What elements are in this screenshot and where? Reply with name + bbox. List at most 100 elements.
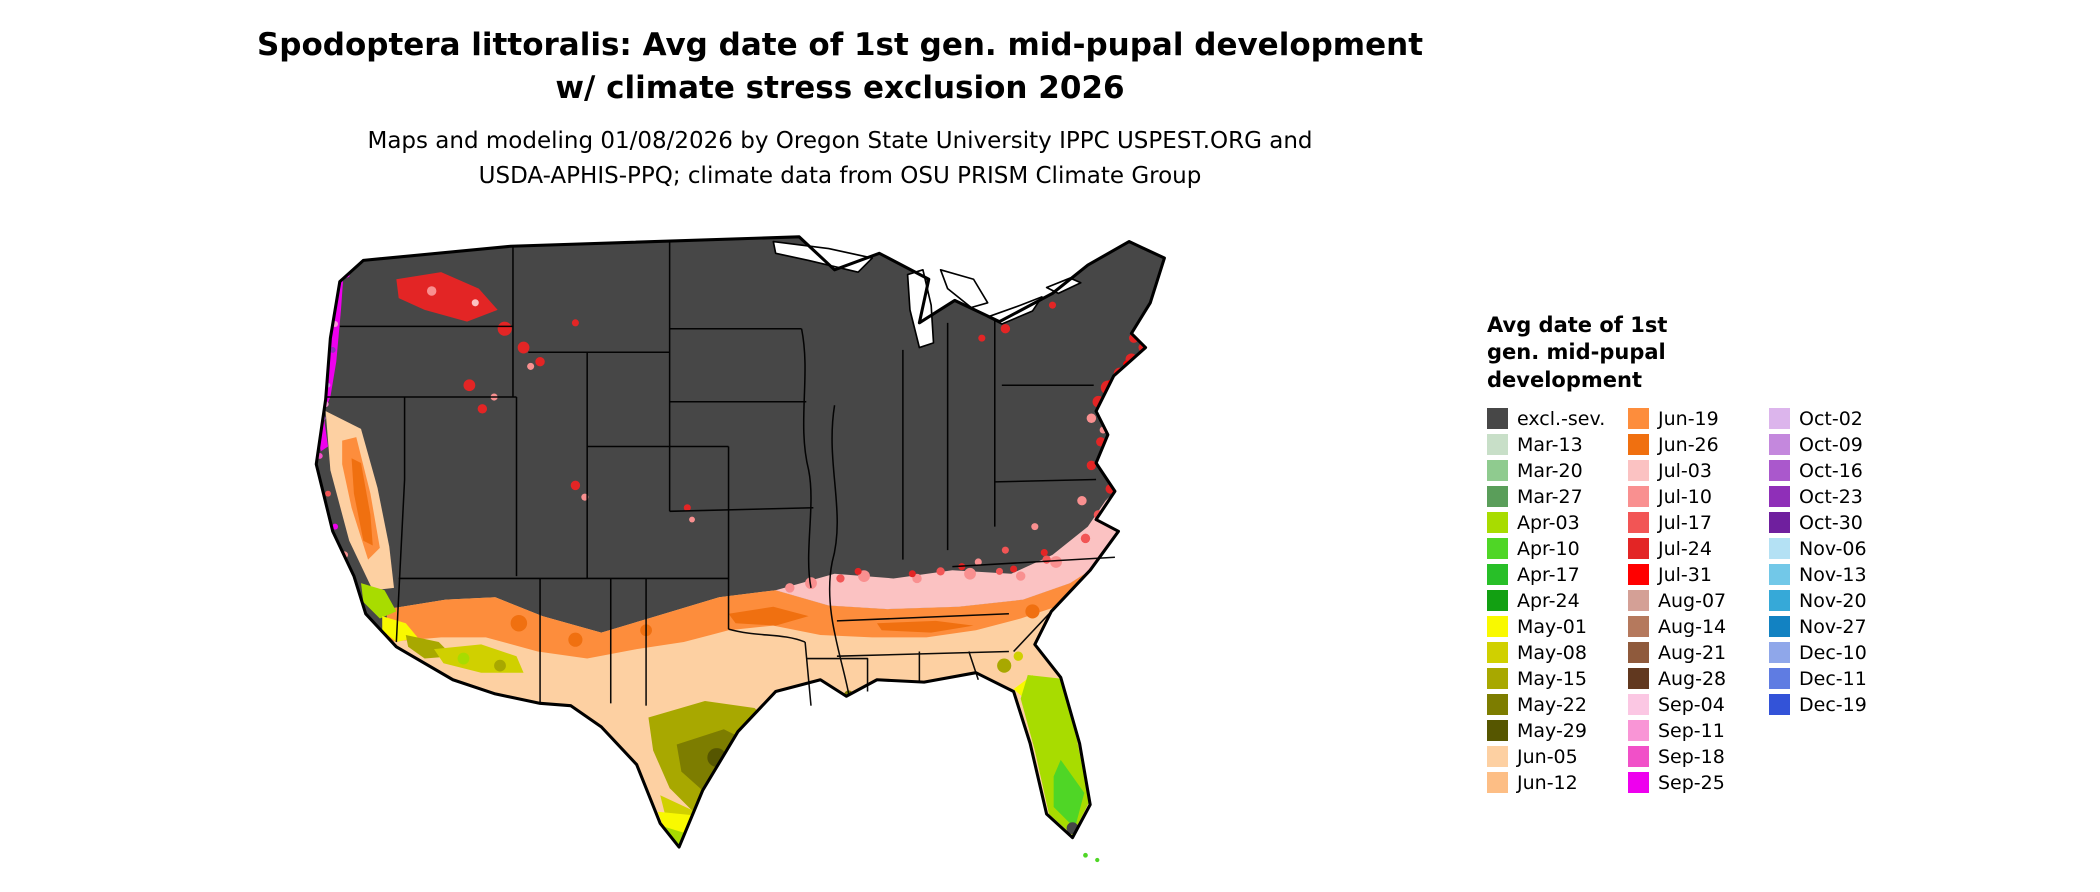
map-graphic bbox=[1042, 555, 1051, 564]
legend-label: Sep-04 bbox=[1658, 693, 1725, 716]
map-fill-layers bbox=[316, 236, 1165, 848]
legend-item: Aug-21 bbox=[1628, 640, 1769, 666]
map-graphic bbox=[382, 616, 418, 643]
legend-swatch bbox=[1628, 460, 1649, 482]
state-borders bbox=[325, 240, 1115, 706]
legend-column-2: Jun-19 Jun-26 Jul-03 Jul-10 Jul-17 Jul-24 Jul-… bbox=[1628, 406, 1769, 796]
map-region-arizona bbox=[434, 644, 524, 673]
map-graphic bbox=[568, 632, 583, 647]
map-graphic bbox=[351, 458, 373, 546]
map-graphic bbox=[1086, 413, 1097, 423]
legend-item: Nov-06 bbox=[1769, 536, 1910, 562]
legend-label: Aug-07 bbox=[1658, 589, 1727, 612]
legend-swatch bbox=[1769, 512, 1790, 534]
legend-swatch bbox=[1628, 434, 1649, 456]
map-graphic bbox=[336, 271, 343, 278]
legend-item: Nov-13 bbox=[1769, 562, 1910, 588]
legend-swatch bbox=[1628, 694, 1649, 716]
legend-item: Jul-24 bbox=[1628, 536, 1769, 562]
legend-swatch bbox=[1769, 616, 1790, 638]
legend-label: May-08 bbox=[1517, 641, 1587, 664]
map-graphic bbox=[426, 286, 437, 296]
map-graphic bbox=[978, 334, 986, 342]
map-graphic bbox=[1095, 857, 1100, 863]
map-graphic bbox=[361, 583, 397, 619]
map-graphic bbox=[997, 658, 1012, 673]
map-graphic bbox=[494, 659, 506, 672]
legend-swatch bbox=[1487, 694, 1508, 716]
map-graphic bbox=[1000, 324, 1011, 334]
map-graphic bbox=[952, 556, 1115, 568]
map-graphic bbox=[689, 516, 695, 523]
legend-label: Nov-20 bbox=[1799, 589, 1867, 612]
legend-swatch bbox=[1628, 512, 1649, 534]
legend-label: Dec-19 bbox=[1799, 693, 1867, 716]
legend-swatch bbox=[1487, 720, 1508, 742]
map-graphic bbox=[854, 567, 862, 575]
legend-label: Mar-20 bbox=[1517, 459, 1583, 482]
legend-label: Jul-31 bbox=[1658, 563, 1712, 586]
legend-swatch bbox=[1487, 616, 1508, 638]
map-region-south-texas bbox=[648, 700, 786, 848]
legend-label: Dec-10 bbox=[1799, 641, 1867, 664]
map-region-eastern-washington-red bbox=[396, 272, 579, 370]
legend-item: Oct-02 bbox=[1769, 406, 1910, 432]
legend-item: Apr-03 bbox=[1487, 510, 1628, 536]
legend-swatch bbox=[1769, 590, 1790, 612]
map-graphic bbox=[396, 272, 498, 322]
legend-label: May-29 bbox=[1517, 719, 1587, 742]
map-graphic bbox=[325, 490, 331, 497]
map-graphic bbox=[728, 606, 809, 626]
legend-swatch bbox=[1487, 746, 1508, 768]
legend-column-1: excl.-sev. Mar-13 Mar-20 Mar-27 Apr-03 Apr-10… bbox=[1487, 406, 1628, 796]
legend-swatch bbox=[1487, 668, 1508, 690]
legend-swatch bbox=[1487, 460, 1508, 482]
map-graphic bbox=[571, 319, 579, 327]
legend-swatch bbox=[1769, 434, 1790, 456]
legend-swatch bbox=[1487, 434, 1508, 456]
lake-huron bbox=[939, 268, 989, 309]
legend-item: Dec-19 bbox=[1769, 692, 1910, 718]
legend-swatch bbox=[1769, 564, 1790, 586]
legend-label: Aug-21 bbox=[1658, 641, 1727, 664]
map-graphic bbox=[908, 570, 916, 578]
legend-swatch bbox=[1487, 590, 1508, 612]
map-subtitle-line2: USDA-APHIS-PPQ; climate data from OSU PR… bbox=[478, 162, 1202, 189]
legend-swatch bbox=[1628, 564, 1649, 586]
map-graphic bbox=[964, 567, 976, 580]
legend-swatch bbox=[1628, 746, 1649, 768]
legend-item: May-29 bbox=[1487, 718, 1628, 744]
legend-label: Aug-28 bbox=[1658, 667, 1727, 690]
map-graphic bbox=[1149, 329, 1157, 337]
legend-swatch bbox=[1628, 668, 1649, 690]
legend-swatch bbox=[1769, 486, 1790, 508]
legend-label: Oct-16 bbox=[1799, 459, 1863, 482]
legend-item: Apr-10 bbox=[1487, 536, 1628, 562]
map-graphic bbox=[395, 397, 406, 643]
legend-item: Jun-12 bbox=[1487, 770, 1628, 796]
legend-swatch bbox=[1769, 460, 1790, 482]
legend-swatch bbox=[1628, 616, 1649, 638]
legend-label: Jul-10 bbox=[1658, 485, 1712, 508]
legend-item: Dec-10 bbox=[1769, 640, 1910, 666]
map-graphic bbox=[510, 614, 528, 632]
legend-label: Sep-25 bbox=[1658, 771, 1725, 794]
map-graphic bbox=[804, 641, 812, 706]
map-subtitle-line1: Maps and modeling 01/08/2026 by Oregon S… bbox=[367, 128, 1313, 154]
map-graphic bbox=[1161, 281, 1165, 287]
legend-item: Nov-20 bbox=[1769, 588, 1910, 614]
legend-item: Sep-04 bbox=[1628, 692, 1769, 718]
legend-item: Mar-27 bbox=[1487, 484, 1628, 510]
legend-item: Apr-17 bbox=[1487, 562, 1628, 588]
map-graphic bbox=[728, 628, 806, 643]
map-graphic bbox=[527, 362, 535, 370]
legend-item: excl.-sev. bbox=[1487, 406, 1628, 432]
legend-item: Aug-14 bbox=[1628, 614, 1769, 640]
map-graphic bbox=[497, 321, 512, 336]
map-graphic bbox=[1077, 495, 1087, 506]
legend-item: Dec-11 bbox=[1769, 666, 1910, 692]
map-graphic bbox=[342, 263, 350, 271]
legend-item: Apr-24 bbox=[1487, 588, 1628, 614]
legend-item: Jul-17 bbox=[1628, 510, 1769, 536]
